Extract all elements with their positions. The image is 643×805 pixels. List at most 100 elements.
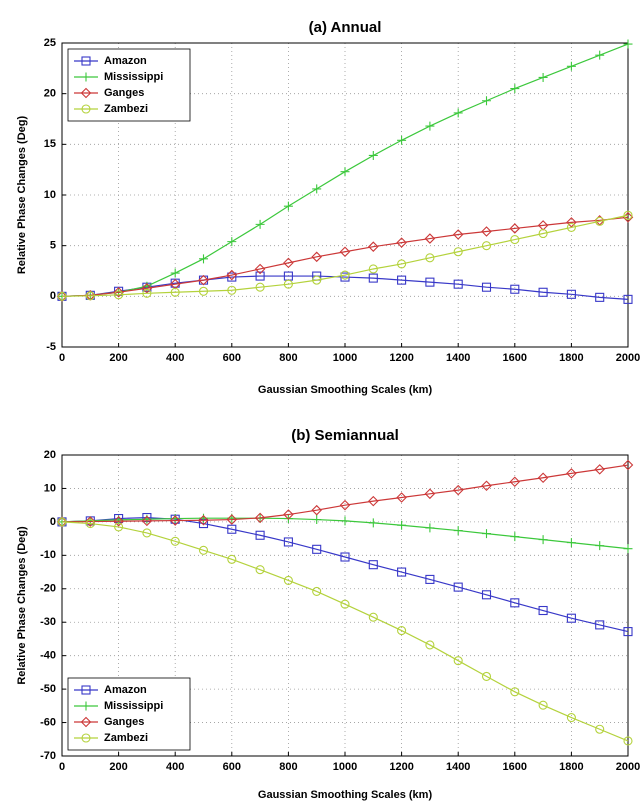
marker [311,504,322,516]
marker [57,291,67,301]
marker [339,246,351,258]
marker [57,517,67,527]
marker [425,574,435,584]
plot-frame [61,42,629,348]
marker [340,167,350,177]
marker [254,512,266,524]
marker [340,270,350,280]
marker [283,537,293,547]
series-line [61,275,629,300]
marker [595,541,605,551]
x-tick-label: 2000 [616,761,640,773]
y-tick-label: -70 [40,750,56,762]
marker [425,277,435,287]
legend-label: Ganges [104,716,144,728]
x-tick-label: 600 [223,352,241,364]
legend-marker [81,104,91,114]
legend-marker [81,733,91,743]
marker [510,532,520,542]
marker [283,509,294,520]
legend-marker [80,87,92,99]
legend-label: Zambezi [104,103,148,115]
x-axis-label: Gaussian Smoothing Scales (km) [258,384,433,396]
marker [142,528,152,538]
x-tick-label: 800 [279,761,297,773]
marker [142,288,152,298]
marker [255,219,265,229]
y-tick-label: -5 [46,341,56,353]
x-tick-label: 1200 [389,352,413,364]
legend-label: Mississippi [104,71,163,83]
y-axis-label: Relative Phase Changes (Deg) [16,116,28,275]
marker [170,287,180,297]
marker [226,514,238,525]
marker [227,237,237,247]
marker [85,291,95,301]
marker [623,210,633,220]
legend: Amazon Mississippi Ganges Zambezi [67,48,191,122]
marker [453,279,463,289]
legend-marker [81,701,91,711]
marker [340,599,350,609]
marker [538,700,548,710]
marker [566,712,576,723]
marker [198,274,209,286]
series-line [61,521,629,742]
marker [312,544,322,554]
marker [510,84,520,94]
y-tick-label: 0 [50,290,56,302]
marker [538,535,548,545]
marker [397,135,407,145]
x-tick-label: 1600 [503,761,527,773]
marker [169,515,181,526]
x-tick-label: 800 [279,352,297,364]
x-tick-label: 1400 [446,352,470,364]
marker [227,272,237,282]
marker [425,253,435,263]
marker [424,233,436,244]
series-line [61,516,629,633]
marker [623,294,633,304]
marker [113,515,124,527]
marker [141,515,153,527]
marker [255,282,265,292]
legend: Amazon Mississippi Ganges Zambezi [67,677,191,751]
marker [198,514,209,526]
marker [566,222,576,232]
marker [453,656,463,666]
marker [255,565,265,575]
marker [481,590,492,600]
legend-label: Ganges [104,87,144,99]
marker [283,279,293,289]
marker [368,264,378,274]
y-tick-label: 20 [44,88,56,100]
x-tick-label: 400 [166,761,184,773]
marker [538,287,548,297]
marker [452,229,464,240]
marker [623,627,633,637]
marker [226,269,238,281]
marker [368,518,378,528]
y-tick-label: 25 [44,37,56,49]
x-tick-label: 400 [166,352,184,364]
y-tick-label: 0 [50,516,56,528]
x-tick-label: 200 [109,352,127,364]
x-tick-label: 1800 [559,352,583,364]
marker [85,516,96,527]
series-line [61,216,629,297]
marker [255,271,265,281]
legend-marker [81,72,91,82]
marker [623,544,633,554]
marker [368,612,378,622]
marker [311,251,322,263]
legend-label: Amazon [104,684,147,696]
marker [397,626,407,636]
marker [340,516,350,526]
marker [368,241,379,252]
y-tick-label: 20 [44,449,56,461]
marker [396,492,407,503]
marker [397,520,407,530]
marker [538,228,548,239]
marker [198,286,209,296]
marker [509,223,521,234]
